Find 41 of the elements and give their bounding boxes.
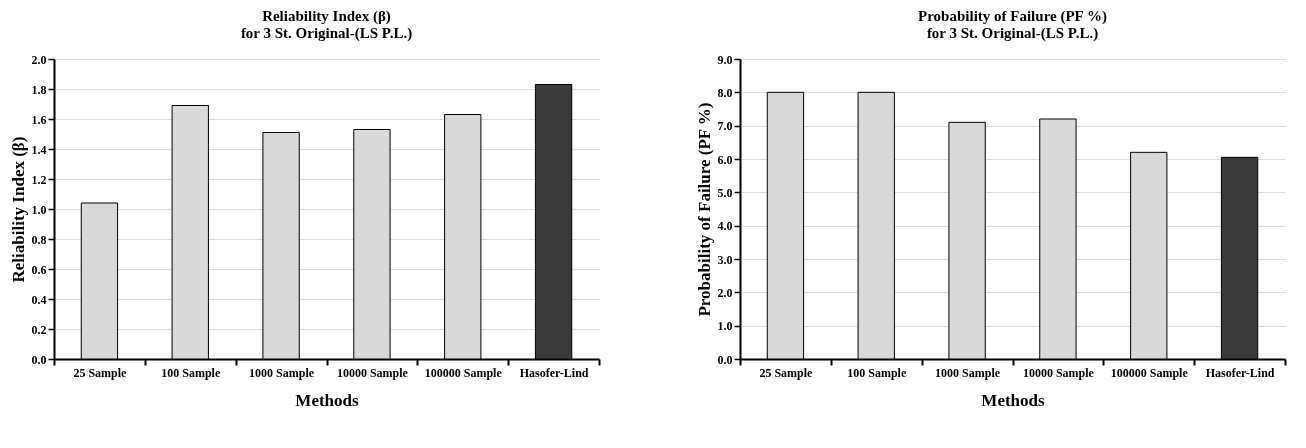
x-tick-label: 100000 Sample	[1110, 365, 1189, 380]
x-tick-label: 100 Sample	[161, 365, 221, 380]
y-tick-label: 1.4	[31, 142, 47, 157]
y-tick-label: 0.0	[717, 352, 733, 367]
y-tick-label: 2.0	[31, 52, 47, 67]
y-tick-label: 1.8	[31, 82, 47, 97]
y-tick-label: 8.0	[717, 85, 733, 100]
y-tick-label: 7.0	[717, 119, 733, 134]
x-tick-label: 1000 Sample	[249, 365, 315, 380]
x-tick-label: 100000 Sample	[424, 365, 503, 380]
y-tick-label: 0.6	[31, 262, 47, 277]
y-axis-title: Reliability Index (β)	[8, 136, 28, 283]
y-tick-label: 0.2	[31, 322, 47, 337]
x-tick-label: Hasofer-Lind	[519, 365, 589, 380]
chart-title: Probability of Failure (PF %)	[918, 8, 1107, 25]
y-tick-label: 1.2	[31, 172, 47, 187]
y-tick-label: 0.4	[31, 292, 47, 307]
x-tick-label: Hasofer-Lind	[1205, 365, 1275, 380]
y-tick-label: 0.8	[31, 232, 47, 247]
y-tick-label: 4.0	[717, 219, 733, 234]
x-tick-label: 10000 Sample	[336, 365, 409, 380]
x-axis-title: Methods	[981, 390, 1046, 410]
y-tick-label: 9.0	[717, 52, 733, 67]
x-tick-label: 25 Sample	[759, 365, 814, 380]
y-tick-label: 5.0	[717, 185, 733, 200]
y-tick-label: 1.6	[31, 112, 47, 127]
chart-subtitle: for 3 St. Original-(LS P.L.)	[926, 25, 1099, 42]
y-tick-label: 1.0	[31, 202, 47, 217]
x-axis-title: Methods	[295, 390, 360, 410]
y-tick-label: 1.0	[717, 319, 733, 334]
chart-title: Reliability Index (β)	[262, 8, 391, 25]
y-tick-label: 6.0	[717, 152, 733, 167]
x-tick-label: 25 Sample	[73, 365, 128, 380]
y-tick-label: 0.0	[31, 352, 47, 367]
x-tick-label: 10000 Sample	[1022, 365, 1095, 380]
x-tick-label: 1000 Sample	[935, 365, 1001, 380]
y-axis-title: Probability of Failure (PF %)	[694, 102, 714, 317]
y-tick-label: 2.0	[717, 285, 733, 300]
x-tick-label: 100 Sample	[847, 365, 907, 380]
y-tick-label: 3.0	[717, 252, 733, 267]
chart-subtitle: for 3 St. Original-(LS P.L.)	[240, 25, 413, 42]
